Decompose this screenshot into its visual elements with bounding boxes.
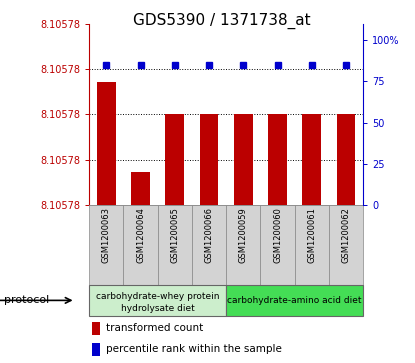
Text: GSM1200063: GSM1200063 — [102, 208, 111, 264]
Text: GSM1200061: GSM1200061 — [307, 208, 316, 264]
Bar — [226, 205, 261, 285]
Text: GSM1200064: GSM1200064 — [136, 208, 145, 264]
Text: GDS5390 / 1371738_at: GDS5390 / 1371738_at — [133, 13, 311, 29]
Bar — [261, 205, 295, 285]
Bar — [166, 114, 184, 205]
Text: carbohydrate-whey protein: carbohydrate-whey protein — [96, 292, 220, 301]
Bar — [295, 205, 329, 285]
Bar — [234, 114, 253, 205]
Bar — [97, 82, 116, 205]
Bar — [124, 205, 158, 285]
Bar — [337, 114, 355, 205]
Bar — [158, 205, 192, 285]
Text: GSM1200059: GSM1200059 — [239, 208, 248, 263]
Text: hydrolysate diet: hydrolysate diet — [121, 303, 195, 313]
Bar — [268, 114, 287, 205]
Bar — [226, 285, 363, 316]
Text: GSM1200060: GSM1200060 — [273, 208, 282, 264]
Text: GSM1200066: GSM1200066 — [205, 208, 214, 264]
Bar — [200, 114, 218, 205]
Bar — [303, 114, 321, 205]
Text: protocol: protocol — [4, 295, 49, 305]
Bar — [131, 172, 150, 205]
Text: transformed count: transformed count — [106, 323, 203, 334]
Text: GSM1200065: GSM1200065 — [170, 208, 179, 264]
Text: carbohydrate-amino acid diet: carbohydrate-amino acid diet — [227, 296, 362, 305]
Bar — [89, 285, 226, 316]
Bar — [92, 322, 100, 335]
Bar — [329, 205, 363, 285]
Bar — [89, 205, 124, 285]
Text: GSM1200062: GSM1200062 — [342, 208, 351, 264]
Text: percentile rank within the sample: percentile rank within the sample — [106, 344, 281, 354]
Bar — [92, 343, 100, 356]
Bar — [192, 205, 226, 285]
